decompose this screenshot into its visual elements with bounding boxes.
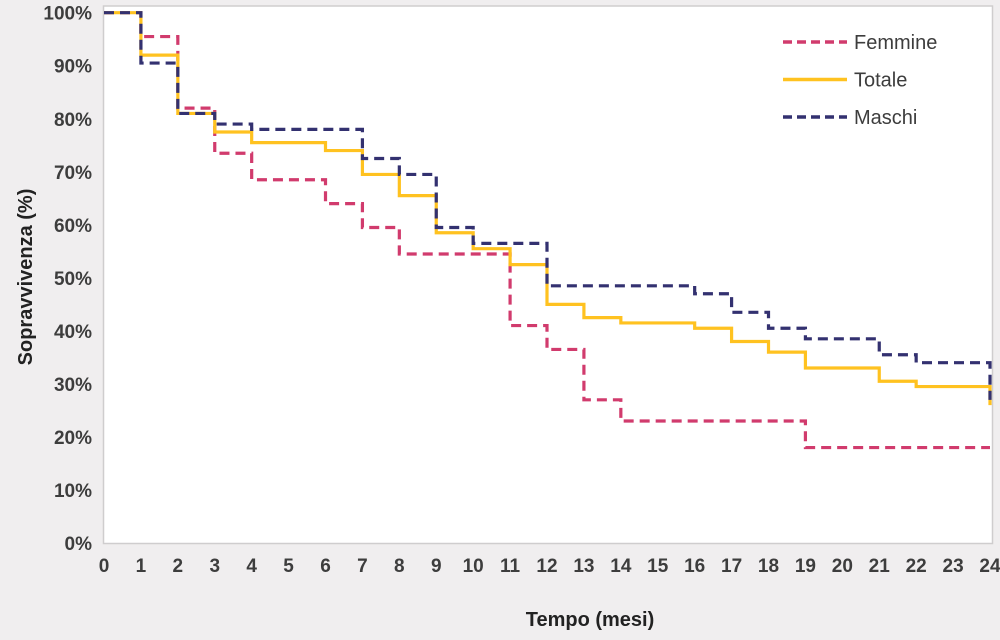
series-lines <box>104 11 992 450</box>
x-axis-title: Tempo (mesi) <box>526 609 655 631</box>
y-tick-label: 30% <box>54 375 92 396</box>
x-tick-label: 5 <box>283 556 294 577</box>
x-tick-label: 8 <box>394 556 405 577</box>
x-tick-label: 3 <box>209 556 220 577</box>
x-tick-label: 19 <box>795 556 816 577</box>
x-tick-label: 12 <box>536 556 557 577</box>
legend-label-totale: Totale <box>854 70 907 92</box>
y-axis-title: Sopravvivenza (%) <box>15 189 37 366</box>
legend-label-femmine: Femmine <box>854 32 937 54</box>
series-line-maschi <box>104 11 992 400</box>
x-tick-label: 7 <box>357 556 368 577</box>
x-tick-label: 22 <box>906 556 927 577</box>
x-tick-label: 17 <box>721 556 742 577</box>
x-tick-label: 15 <box>647 556 669 577</box>
x-tick-label: 1 <box>136 556 147 577</box>
x-tick-label: 0 <box>99 556 110 577</box>
x-tick-label: 24 <box>979 556 1000 577</box>
y-tick-label: 40% <box>54 322 92 343</box>
x-tick-label: 6 <box>320 556 331 577</box>
y-tick-label: 70% <box>54 163 92 184</box>
legend-label-maschi: Maschi <box>854 107 917 129</box>
x-tick-label: 14 <box>610 556 632 577</box>
x-tick-label: 13 <box>573 556 594 577</box>
y-tick-label: 80% <box>54 110 92 131</box>
y-tick-label: 90% <box>54 57 92 78</box>
x-tick-label: 23 <box>943 556 964 577</box>
series-line-femmine <box>104 11 990 450</box>
x-tick-label: 2 <box>173 556 184 577</box>
series-line-totale <box>104 11 992 406</box>
x-tick-label: 11 <box>500 556 521 577</box>
x-tick-label: 20 <box>832 556 853 577</box>
x-tick-label: 21 <box>869 556 891 577</box>
y-tick-label: 50% <box>54 269 92 290</box>
y-tick-label: 0% <box>65 534 93 555</box>
y-tick-label: 60% <box>54 216 92 237</box>
y-tick-label: 10% <box>54 481 92 502</box>
y-axis-tick-labels: 100% 90% 80% 70% 60% 50% 40% 30% 20% 10% 0% <box>43 4 92 555</box>
x-tick-label: 18 <box>758 556 779 577</box>
x-tick-label: 10 <box>463 556 484 577</box>
y-tick-label: 100% <box>43 4 92 25</box>
x-tick-label: 16 <box>684 556 705 577</box>
x-tick-label: 9 <box>431 556 442 577</box>
x-axis-tick-labels: 0 1 2 3 4 5 6 7 8 9 10 11 12 13 14 15 16 17 18 19 20 21 22 23 24 <box>99 556 1000 577</box>
y-tick-label: 20% <box>54 428 92 449</box>
x-tick-label: 4 <box>246 556 257 577</box>
chart-legend: Femmine Totale Maschi <box>783 32 937 129</box>
